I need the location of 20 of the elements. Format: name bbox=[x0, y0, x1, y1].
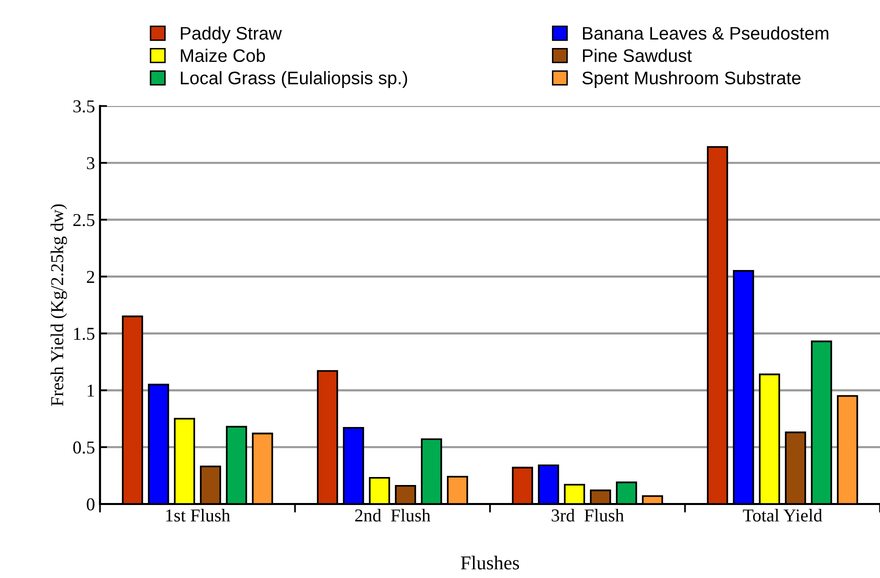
y-tick-label: 1.5 bbox=[74, 328, 94, 340]
y-tick-label: 1 bbox=[88, 384, 94, 397]
y-tick-label: 0.5 bbox=[73, 441, 94, 454]
y-tick-label: 0 bbox=[86, 498, 94, 510]
y-tick-label: 2 bbox=[86, 270, 94, 283]
legend-label: Pine Sawdust bbox=[583, 48, 692, 62]
y-tick-label: 3 bbox=[86, 157, 94, 170]
x-axis-title: Flushes bbox=[460, 556, 520, 570]
y-tick-label: 3.5 bbox=[73, 100, 94, 113]
legend-label: Local Grass (Eulaliopsis sp.) bbox=[180, 71, 408, 88]
x-tick-label: 3rd Flush bbox=[552, 508, 624, 522]
legend-label: Maize Cob bbox=[180, 48, 265, 62]
x-tick-label: 2nd Flush bbox=[355, 508, 430, 522]
x-tick-label: 1st Flush bbox=[166, 508, 230, 522]
x-tick-label: Total Yield bbox=[742, 508, 822, 522]
legend-label: Banana Leaves & Pseudostem bbox=[583, 26, 828, 40]
y-axis-title: Fresh Yield (Kg/2.25kg dw) bbox=[50, 204, 68, 406]
legend-label: Paddy Straw bbox=[180, 26, 282, 44]
y-tick-label: 2.5 bbox=[73, 214, 94, 226]
legend-label: Spent Mushroom Substrate bbox=[582, 71, 801, 88]
